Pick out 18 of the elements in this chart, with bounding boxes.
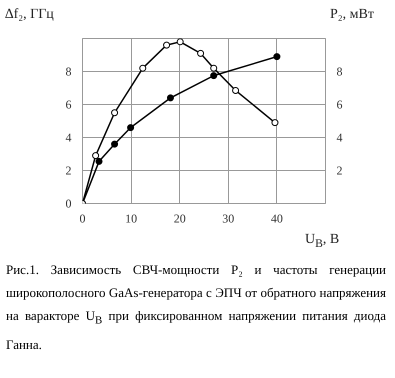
x-tick-label: 40 [270, 212, 283, 226]
y-tick-label: 0 [66, 196, 72, 210]
y2-axis-title: P₂, мВт [330, 6, 374, 24]
y2-tick-label: 8 [336, 64, 342, 78]
y2-tick-label: 6 [336, 98, 342, 112]
y-tick-label: 6 [66, 98, 72, 112]
x-axis-title: U$_{В}$, В [305, 231, 340, 252]
y-tick-label: 8 [66, 64, 72, 78]
x-tick-label: 0 [80, 212, 86, 226]
x-tick-label: 10 [125, 212, 138, 226]
x-tick-label: 30 [222, 212, 234, 226]
y2-tick-label: 2 [336, 164, 342, 178]
y-tick-label: 2 [66, 164, 72, 178]
text: Рис.1. Зависимость СВЧ-мощности P₂ и частоты генерации широкополосного GaAs-генератора с ЭПЧ от обратного напряжения на варакторе U$_{В}$ при фиксированном напряжении питания диода Ганна. [6, 262, 386, 352]
y2-tick-label: 4 [336, 130, 342, 144]
y-axis-title: ∆f₂, ГГц [5, 6, 54, 24]
x-tick-label: 20 [174, 212, 186, 226]
y-tick-label: 4 [66, 130, 72, 144]
